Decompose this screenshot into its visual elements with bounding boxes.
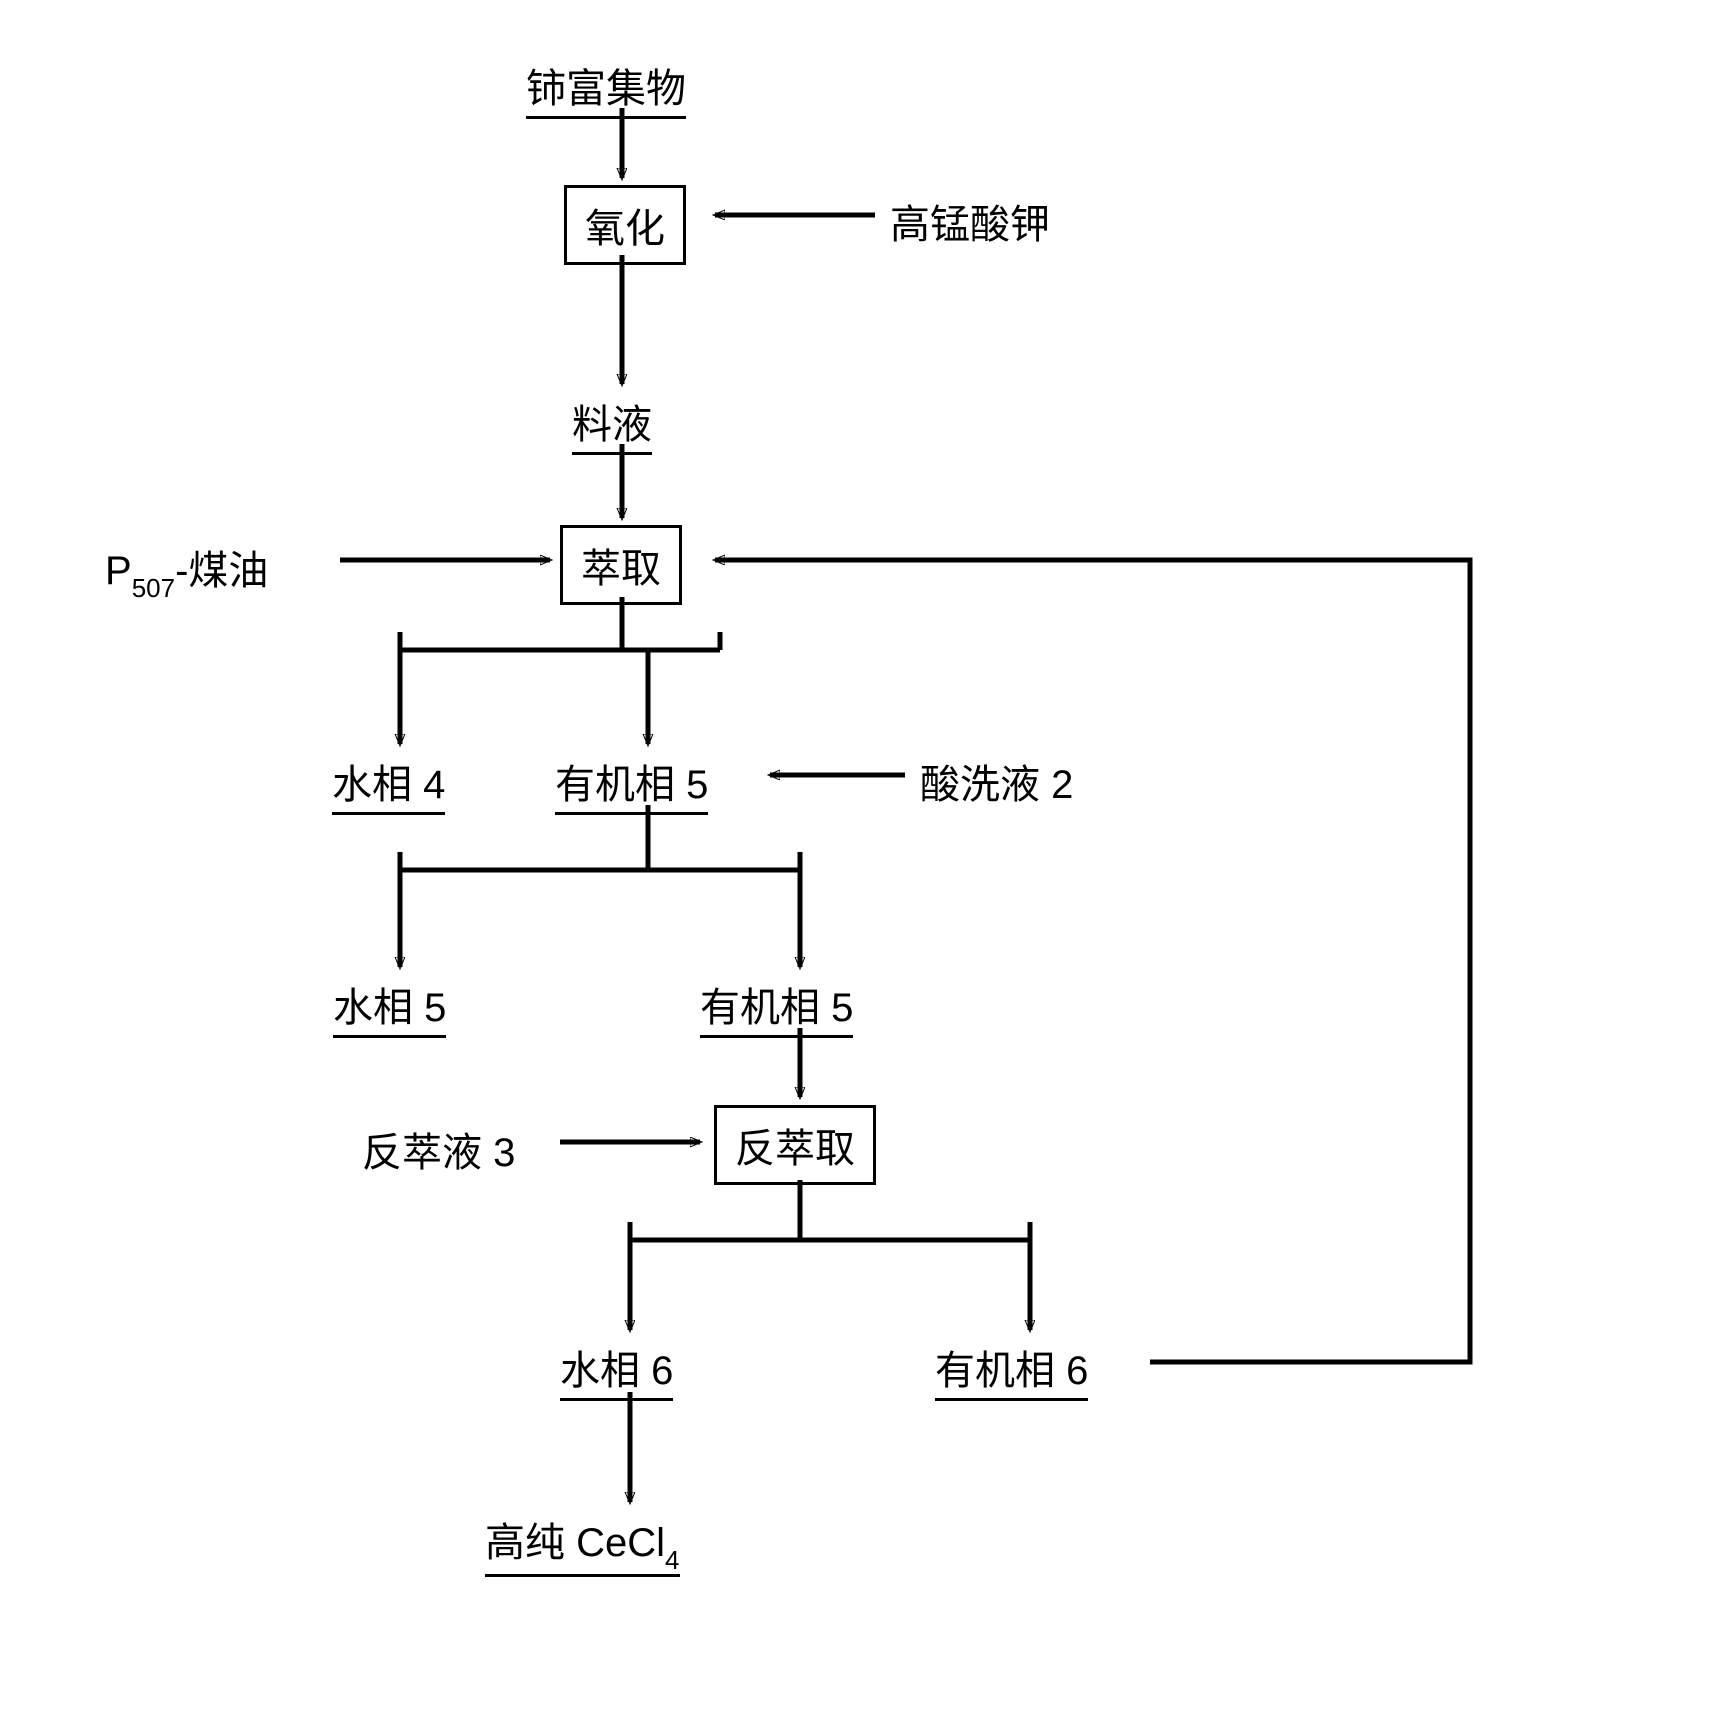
node-extract: 萃取 <box>560 525 682 605</box>
node-org5a: 有机相 5 <box>555 752 708 815</box>
node-aq6: 水相 6 <box>560 1338 673 1401</box>
flow-connectors <box>0 0 1711 1723</box>
node-strip3: 反萃液 3 <box>362 1120 515 1178</box>
node-aq5: 水相 5 <box>333 975 446 1038</box>
node-feed: 料液 <box>572 392 652 455</box>
node-aq4: 水相 4 <box>332 752 445 815</box>
node-p507: P507-煤油 <box>105 538 268 600</box>
node-start: 铈富集物 <box>526 56 686 119</box>
node-org6: 有机相 6 <box>935 1338 1088 1401</box>
node-oxidize: 氧化 <box>564 185 686 265</box>
node-kmno4: 高锰酸钾 <box>890 192 1050 250</box>
node-product: 高纯 CeCl4 <box>485 1510 680 1577</box>
node-strip: 反萃取 <box>714 1105 876 1185</box>
node-acid2: 酸洗液 2 <box>920 752 1073 810</box>
node-org5b: 有机相 5 <box>700 975 853 1038</box>
